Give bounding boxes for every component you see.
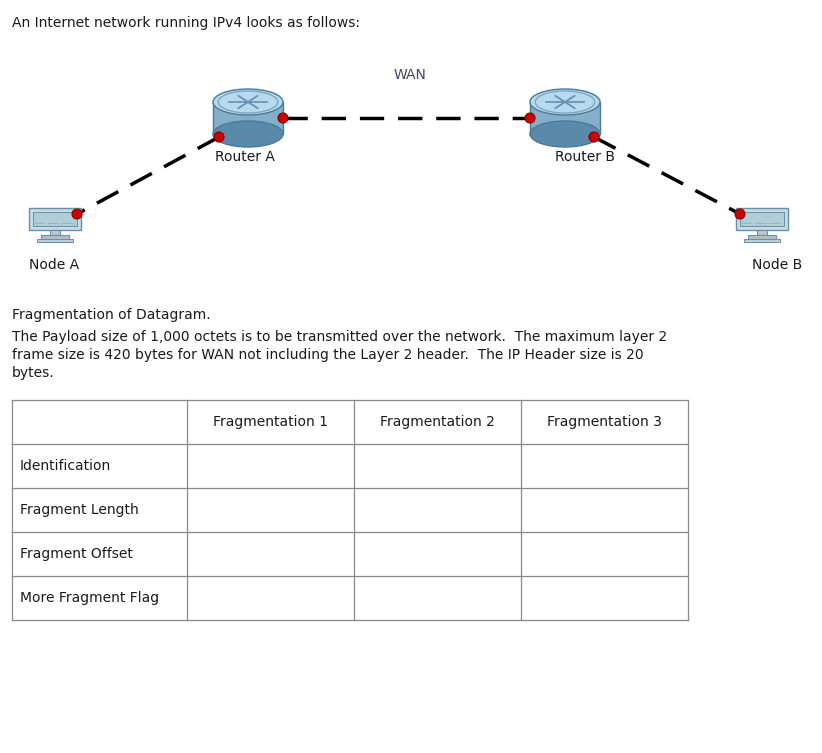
- Bar: [757, 230, 767, 235]
- Ellipse shape: [530, 121, 600, 147]
- Text: Fragmentation 1: Fragmentation 1: [213, 415, 328, 429]
- Circle shape: [278, 113, 288, 123]
- Text: frame size is 420 bytes for WAN not including the Layer 2 header.  The IP Header: frame size is 420 bytes for WAN not incl…: [12, 348, 644, 362]
- Text: The Payload size of 1,000 octets is to be transmitted over the network.  The max: The Payload size of 1,000 octets is to b…: [12, 330, 667, 344]
- Ellipse shape: [213, 89, 283, 115]
- Circle shape: [589, 132, 599, 142]
- Bar: [37, 239, 73, 242]
- Circle shape: [525, 113, 535, 123]
- Bar: [736, 208, 788, 230]
- Text: More Fragment Flag: More Fragment Flag: [20, 591, 159, 605]
- Circle shape: [735, 209, 745, 219]
- Text: Fragment Length: Fragment Length: [20, 503, 139, 517]
- Text: Fragmentation of Datagram.: Fragmentation of Datagram.: [12, 308, 210, 322]
- Bar: [213, 102, 283, 134]
- Bar: [33, 212, 77, 226]
- Text: Identification: Identification: [20, 459, 111, 473]
- Text: bytes.: bytes.: [12, 366, 54, 380]
- Bar: [41, 235, 69, 239]
- Bar: [744, 239, 780, 242]
- Text: Router B: Router B: [555, 150, 615, 164]
- Bar: [748, 235, 776, 239]
- Circle shape: [214, 132, 224, 142]
- Text: Fragmentation 2: Fragmentation 2: [380, 415, 495, 429]
- Ellipse shape: [213, 121, 283, 147]
- Text: WAN: WAN: [394, 68, 427, 82]
- Text: Fragmentation 3: Fragmentation 3: [547, 415, 662, 429]
- Circle shape: [72, 209, 82, 219]
- Text: Fragment Offset: Fragment Offset: [20, 547, 133, 561]
- Bar: [50, 230, 60, 235]
- Bar: [29, 208, 81, 230]
- Text: Node B: Node B: [752, 258, 802, 272]
- Text: Node A: Node A: [29, 258, 79, 272]
- Text: An Internet network running IPv4 looks as follows:: An Internet network running IPv4 looks a…: [12, 16, 360, 30]
- Bar: [530, 102, 600, 134]
- Bar: [740, 212, 784, 226]
- Ellipse shape: [530, 89, 600, 115]
- Text: Router A: Router A: [215, 150, 275, 164]
